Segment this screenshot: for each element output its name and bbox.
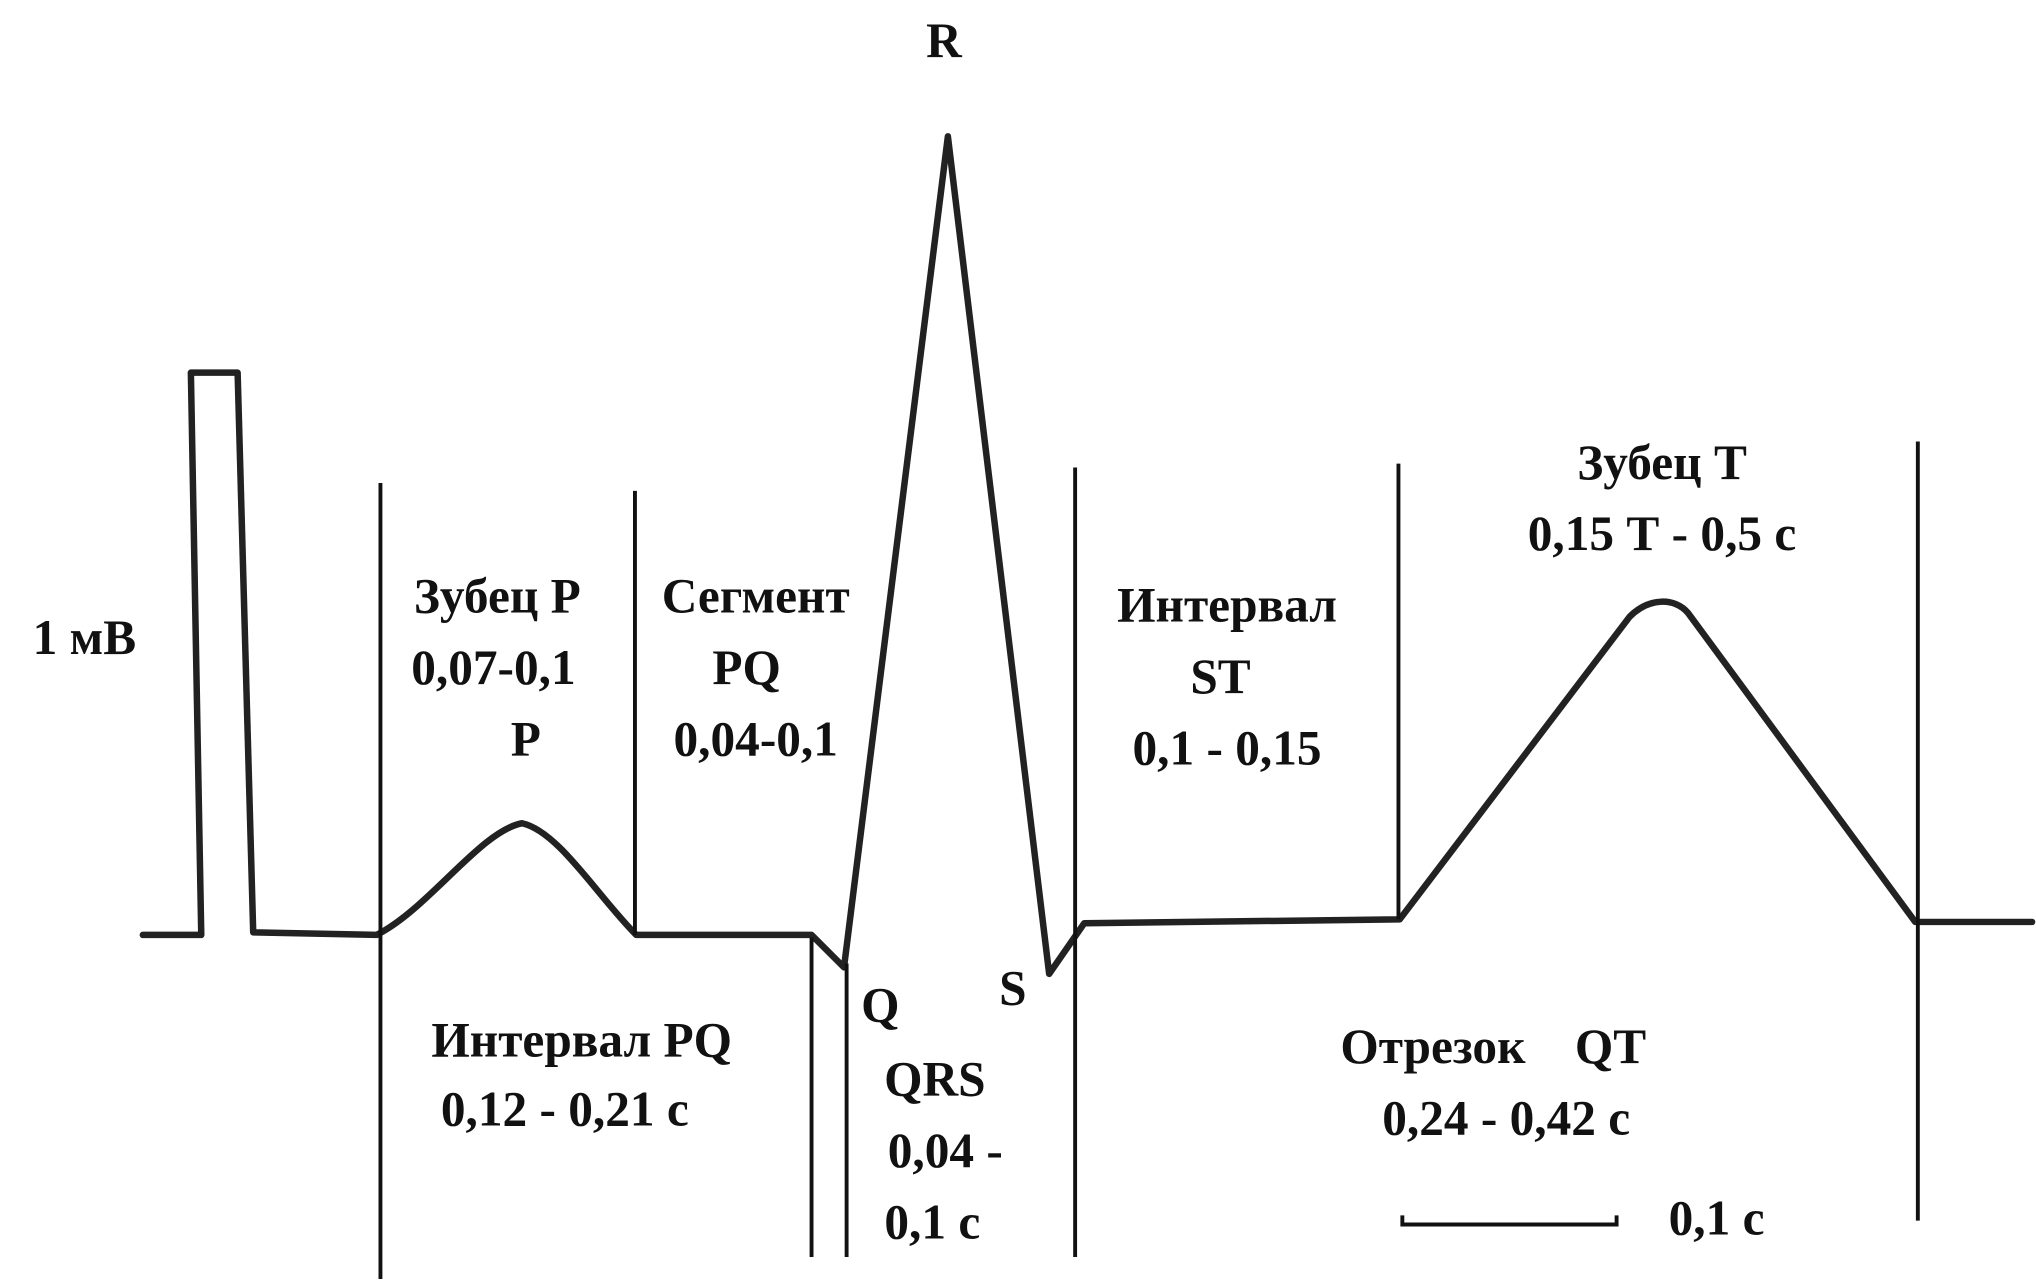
label: ST <box>1190 649 1250 704</box>
label: QRS <box>884 1052 985 1107</box>
label: 0,12 - 0,21 с <box>441 1081 689 1136</box>
label: P <box>511 711 541 766</box>
label: 1 мВ <box>33 610 136 665</box>
label: Интервал <box>1117 578 1337 633</box>
label: 0,1 - 0,15 <box>1133 720 1322 775</box>
label: 0,07-0,1 <box>411 640 575 695</box>
label: R <box>926 13 963 68</box>
label: 0,15 Т - 0,5 с <box>1528 506 1797 561</box>
label: S <box>999 961 1026 1016</box>
ecg-waveform <box>139 133 2036 978</box>
label: 0,1 с <box>884 1194 980 1249</box>
label: Зубец P <box>414 569 581 624</box>
label: Q <box>861 978 899 1033</box>
label: Отрезок QT <box>1340 1019 1646 1074</box>
label: Сегмент <box>662 569 850 624</box>
label: 0,1 с <box>1669 1191 1765 1246</box>
label: 0,04-0,1 <box>673 711 837 766</box>
label: 0,04 - <box>888 1123 1003 1178</box>
label: PQ <box>712 640 781 695</box>
label: Зубец Т <box>1577 435 1747 490</box>
label: 0,24 - 0,42 с <box>1382 1091 1630 1146</box>
scale-bar <box>1400 1215 1619 1227</box>
label: Интервал PQ <box>431 1013 732 1068</box>
